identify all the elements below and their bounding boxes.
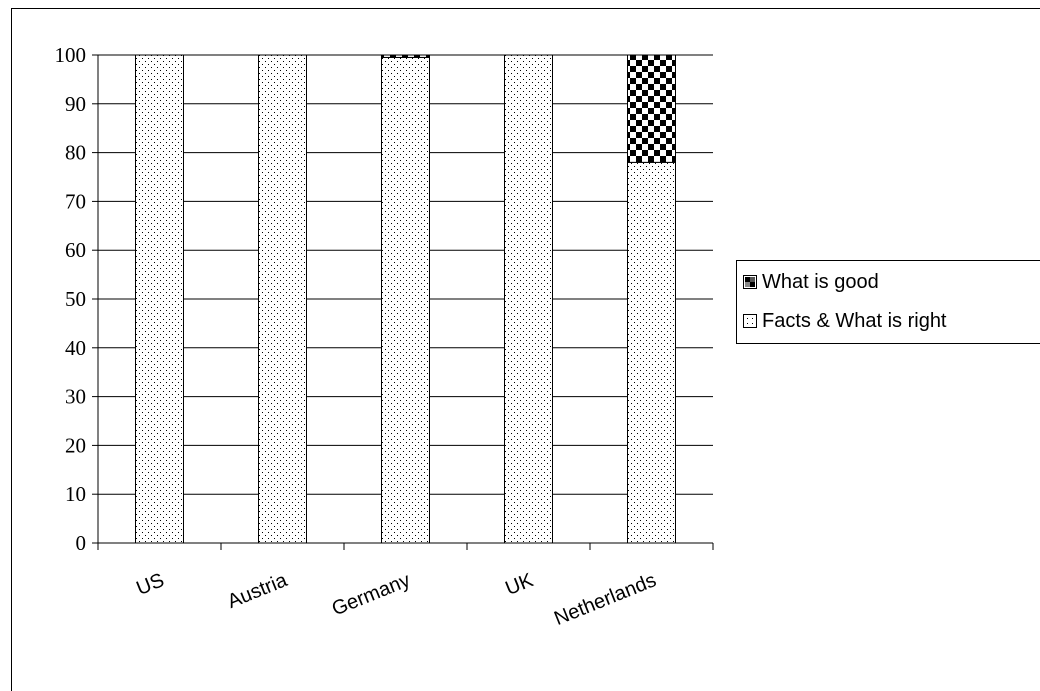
y-tick-label: 70	[65, 189, 86, 213]
legend-item-what-is-good: What is good	[737, 270, 879, 294]
legend-label: Facts & What is right	[762, 309, 947, 332]
legend-item-facts-and-what-is-right: Facts & What is right	[737, 309, 947, 333]
bars	[135, 54, 676, 544]
y-tick-label: 90	[65, 92, 86, 116]
legend-label: What is good	[762, 270, 879, 293]
chart-frame	[11, 8, 1040, 691]
legend-swatch-dots	[743, 314, 757, 328]
x-tick-label: UK	[502, 569, 537, 600]
bar-austria-facts-and-what-is-right	[258, 54, 307, 544]
legend: What is good Facts & What is right	[736, 260, 1040, 344]
x-tick-label: Austria	[224, 569, 291, 613]
bar-netherlands-what-is-good	[627, 54, 676, 163]
x-tick-labels: US Austria Germany UK Netherlands	[133, 569, 659, 630]
bar-netherlands-facts-and-what-is-right	[627, 161, 676, 544]
bar-germany-what-is-good	[381, 54, 430, 58]
x-tick-label: US	[133, 569, 167, 600]
y-tick-label: 20	[65, 433, 86, 457]
bar-germany-facts-and-what-is-right	[381, 56, 430, 544]
y-tick-label: 40	[65, 336, 86, 360]
legend-swatch-checker	[743, 275, 757, 289]
y-tick-label: 50	[65, 287, 86, 311]
bar-us-facts-and-what-is-right	[135, 54, 184, 544]
y-tick-label: 100	[55, 43, 87, 67]
y-tick-label: 30	[65, 385, 86, 409]
y-tick-labels: 0 10 20 30 40 50 60 70 80 90 100	[55, 43, 87, 555]
x-tick-label: Germany	[329, 569, 414, 620]
y-tick-label: 80	[65, 141, 86, 165]
y-tick-label: 0	[76, 531, 87, 555]
bar-uk-facts-and-what-is-right	[504, 54, 553, 544]
y-tick-label: 10	[65, 482, 86, 506]
x-tick-label: Netherlands	[551, 569, 659, 630]
y-tick-label: 60	[65, 238, 86, 262]
